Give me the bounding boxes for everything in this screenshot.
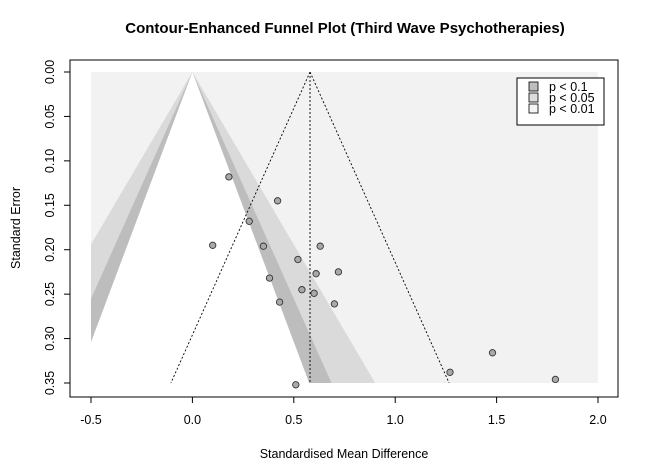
- study-point: [488, 349, 497, 357]
- plot-area: [91, 71, 598, 389]
- x-tick-label: -0.5: [80, 413, 102, 427]
- study-point: [275, 298, 284, 306]
- funnel-left-line: [170, 71, 311, 384]
- study-point: [273, 197, 282, 205]
- legend-swatch: [528, 81, 539, 92]
- study-point: [245, 217, 253, 225]
- study-point: [259, 242, 268, 250]
- x-axis: -0.5 0.0 0.5 1.0 1.5 2.0: [80, 396, 607, 427]
- study-point: [209, 241, 217, 249]
- y-tick-label: 0.05: [43, 104, 57, 128]
- legend: p < 0.1p < 0.05p < 0.01: [516, 77, 605, 126]
- x-tick-label: 0.0: [184, 413, 201, 427]
- y-tick-label: 0.00: [43, 60, 57, 84]
- legend-swatch: [528, 103, 539, 114]
- study-point: [316, 242, 324, 250]
- study-point: [446, 368, 454, 376]
- study-point: [334, 268, 343, 276]
- region-non-significant: [91, 72, 310, 383]
- y-tick-label: 0.25: [43, 282, 57, 306]
- legend-label: p < 0.05: [549, 91, 595, 105]
- x-tick-label: 1.0: [387, 413, 404, 427]
- funnel-right-line: [309, 71, 450, 384]
- y-tick-label: 0.15: [43, 193, 57, 217]
- legend-swatch: [528, 92, 539, 103]
- study-point: [292, 381, 300, 389]
- legend-label: p < 0.01: [549, 102, 595, 116]
- study-point: [551, 375, 560, 384]
- study-point: [298, 286, 306, 294]
- chart-title: Contour-Enhanced Funnel Plot (Third Wave…: [125, 20, 564, 37]
- y-axis: 0.00 0.05 0.10 0.15 0.20 0.25 0.30 0.35: [43, 60, 71, 395]
- study-point: [312, 270, 320, 278]
- x-tick-label: 2.0: [589, 413, 606, 427]
- y-tick-label: 0.20: [43, 237, 57, 261]
- study-point: [294, 255, 302, 264]
- study-point: [225, 173, 233, 181]
- study-point: [330, 300, 339, 308]
- x-axis-label: Standardised Mean Difference: [260, 447, 429, 461]
- study-point: [310, 289, 318, 297]
- y-axis-label: Standard Error: [9, 187, 23, 269]
- legend-label: p < 0.1: [549, 80, 588, 94]
- x-tick-label: 1.5: [488, 413, 505, 427]
- y-tick-label: 0.30: [43, 326, 57, 350]
- y-tick-label: 0.35: [43, 371, 57, 395]
- y-tick-label: 0.10: [43, 149, 57, 173]
- study-point: [265, 274, 274, 282]
- x-tick-label: 0.5: [285, 413, 302, 427]
